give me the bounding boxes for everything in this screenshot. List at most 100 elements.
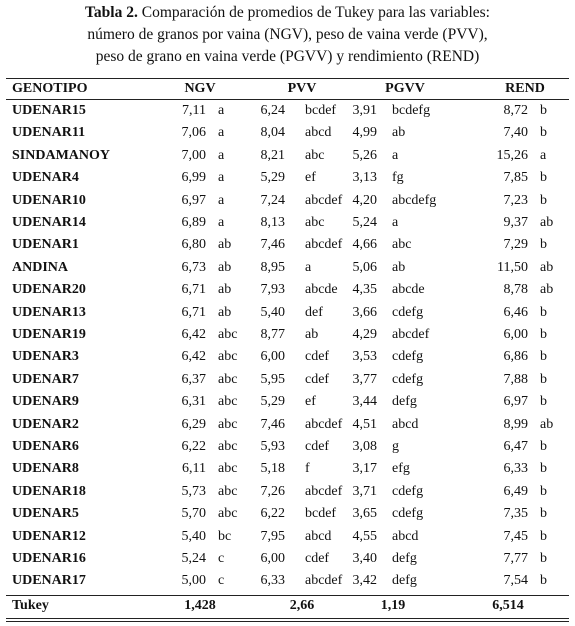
genotype: UDENAR11: [12, 125, 86, 141]
genotype: UDENAR18: [12, 483, 86, 499]
group: b: [540, 528, 547, 544]
group: efg: [392, 461, 410, 477]
value: 7,35: [503, 506, 529, 522]
genotype: UDENAR12: [12, 528, 86, 544]
value: 7,11: [182, 103, 206, 118]
value: 7,88: [503, 371, 529, 387]
group: defg: [392, 573, 417, 589]
group: b: [540, 394, 547, 410]
footer-cell: 1,428: [184, 598, 216, 613]
header-cell: PGVV: [385, 81, 425, 96]
value: 6,31: [181, 394, 207, 410]
value: 7,85: [503, 170, 529, 186]
value: 5,00: [181, 573, 207, 589]
value: 8,77: [260, 327, 286, 342]
group: abcd: [392, 416, 419, 432]
group: c: [218, 551, 225, 566]
value: 6,71: [181, 304, 207, 320]
group: cdef: [305, 349, 330, 365]
group: a: [305, 259, 312, 275]
group: abcdef: [392, 327, 430, 342]
value: 5,93: [260, 439, 286, 454]
group: b: [540, 125, 547, 141]
group: b: [540, 103, 547, 118]
header-cell: GENOTIPO: [12, 81, 88, 96]
group: b: [540, 170, 547, 186]
value: 6,24: [260, 103, 286, 118]
caption-text: peso de grano en vaina verde (PGVV) y re…: [95, 48, 480, 65]
value: 8,72: [503, 103, 529, 118]
group: b: [540, 483, 547, 499]
group: abcdef: [305, 573, 343, 589]
value: 8,78: [503, 282, 529, 298]
group: abc: [218, 371, 238, 387]
value: 3,17: [352, 461, 378, 477]
group: b: [540, 439, 547, 454]
rule: [6, 595, 569, 596]
value: 3,71: [352, 483, 378, 499]
value: 7,23: [503, 192, 529, 208]
value: 6,00: [260, 551, 286, 566]
footer-cell: 2,66: [289, 598, 315, 613]
group: ab: [392, 259, 406, 275]
group: abc: [218, 416, 238, 432]
group: bcdefg: [392, 103, 431, 118]
group: b: [540, 192, 547, 208]
group: abcde: [392, 282, 425, 298]
value: 11,50: [497, 259, 528, 275]
group: abc: [392, 237, 412, 253]
genotype: UDENAR20: [12, 282, 86, 298]
genotype: UDENAR3: [12, 349, 79, 365]
value: 6,11: [182, 461, 206, 477]
group: abcdef: [305, 416, 343, 432]
value: 6,22: [260, 506, 286, 522]
value: 6,22: [181, 439, 207, 454]
group: a: [540, 147, 547, 163]
group: a: [218, 215, 225, 230]
rule: [6, 99, 569, 100]
group: b: [540, 327, 547, 342]
group: b: [540, 371, 547, 387]
rule: [6, 621, 569, 622]
group: cdefg: [392, 349, 424, 365]
group: b: [540, 349, 547, 365]
group: abc: [305, 215, 325, 230]
group: abc: [218, 461, 238, 477]
group: ab: [540, 259, 554, 275]
group: c: [218, 573, 225, 589]
value: 3,91: [352, 103, 378, 118]
group: cdefg: [392, 506, 424, 522]
group: a: [218, 147, 225, 163]
value: 5,18: [260, 461, 286, 477]
value: 6,89: [181, 215, 207, 230]
group: ab: [218, 304, 232, 320]
genotype: UDENAR19: [12, 327, 86, 342]
value: 4,55: [352, 528, 378, 544]
group: ef: [305, 394, 316, 410]
header-cell: NGV: [184, 81, 216, 96]
value: 4,20: [352, 192, 378, 208]
group: bc: [218, 528, 232, 544]
group: cdef: [305, 439, 330, 454]
group: abcdef: [305, 237, 343, 253]
value: 15,26: [496, 147, 529, 163]
value: 8,99: [503, 416, 529, 432]
value: 7,93: [260, 282, 286, 298]
value: 7,95: [260, 528, 286, 544]
group: b: [540, 506, 547, 522]
group: a: [218, 192, 225, 208]
value: 6,73: [181, 259, 207, 275]
value: 7,00: [181, 147, 207, 163]
value: 7,26: [260, 483, 286, 499]
group: ab: [218, 237, 232, 253]
footer-cell: 6,514: [492, 598, 524, 613]
value: 4,51: [352, 416, 378, 432]
genotype: UDENAR13: [12, 304, 86, 320]
value: 3,08: [352, 439, 378, 454]
value: 6,29: [181, 416, 207, 432]
value: 6,80: [181, 237, 207, 253]
value: 7,06: [181, 125, 207, 141]
group: cdefg: [392, 371, 424, 387]
value: 4,29: [352, 327, 378, 342]
